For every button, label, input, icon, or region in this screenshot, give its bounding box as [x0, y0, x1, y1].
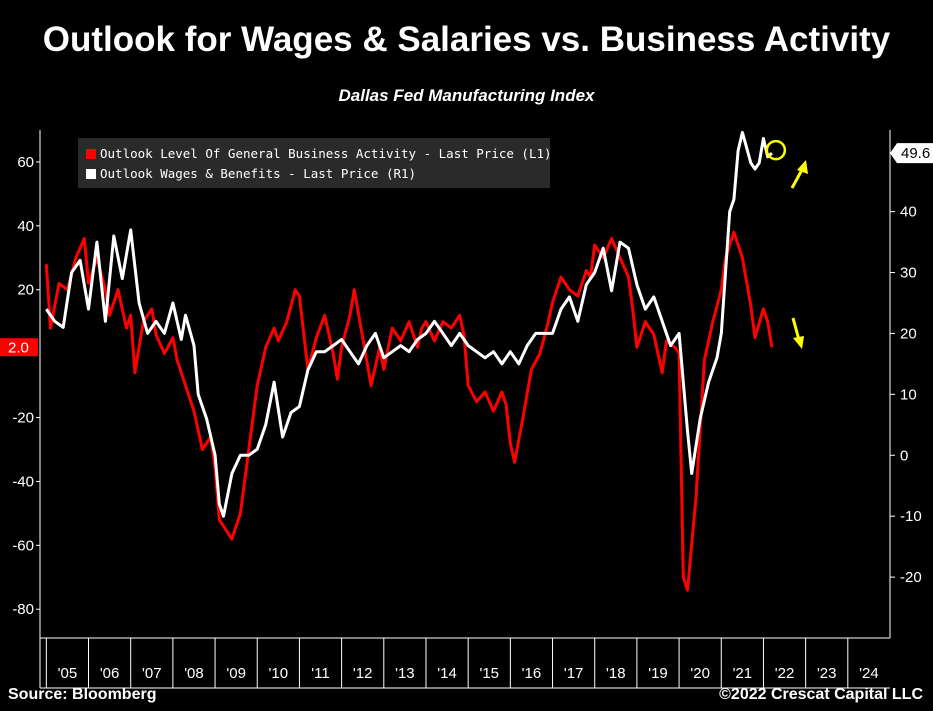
down-arrow-shaft [791, 317, 801, 341]
right-tick-label: 0 [900, 447, 908, 464]
x-tick-label: '05 [58, 665, 78, 682]
right-tick-label: 20 [900, 325, 917, 342]
right-tick-label: 40 [900, 204, 917, 221]
x-tick-label: '17 [564, 665, 584, 682]
chart-title: Outlook for Wages & Salaries vs. Busines… [42, 20, 891, 59]
right-tick-label: 30 [900, 265, 917, 282]
legend-label-business-activity: Outlook Level Of General Business Activi… [100, 146, 552, 161]
highlight-circle [765, 139, 787, 161]
wages-last-value-tag [890, 143, 933, 164]
right-tick-label: -20 [900, 569, 922, 586]
business-activity-last-value: 2.0 [8, 339, 29, 356]
left-tick-label: 40 [17, 218, 34, 235]
down-arrow-head [793, 336, 804, 349]
left-tick-label: 20 [17, 282, 34, 299]
left-tick-label: -40 [12, 473, 34, 490]
legend-label-wages: Outlook Wages & Benefits - Last Price (R… [100, 166, 416, 181]
legend-box [78, 138, 550, 188]
wages-last-value: 49.6 [901, 145, 930, 162]
x-tick-label: '23 [817, 665, 837, 682]
x-tick-label: '22 [775, 665, 795, 682]
left-tick-label: -60 [12, 537, 34, 554]
business-activity-last-value-tag [0, 338, 38, 357]
x-tick-label: '09 [226, 665, 246, 682]
x-tick-label: '20 [690, 665, 710, 682]
legend-swatch-wages [86, 169, 96, 179]
x-tick-label: '07 [142, 665, 162, 682]
up-arrow-head [797, 160, 808, 174]
chart-subtitle: Dallas Fed Manufacturing Index [338, 86, 595, 105]
legend-swatch-business-activity [86, 149, 96, 159]
x-tick-label: '24 [859, 665, 879, 682]
x-tick-label: '08 [184, 665, 204, 682]
business-activity-line [44, 230, 774, 592]
x-tick-label: '18 [606, 665, 626, 682]
x-tick-label: '19 [648, 665, 668, 682]
x-tick-label: '15 [479, 665, 499, 682]
x-tick-label: '21 [733, 665, 753, 682]
wages-benefits-line [45, 130, 773, 518]
left-tick-label: -20 [12, 410, 34, 427]
x-tick-label: '16 [522, 665, 542, 682]
x-tick-label: '14 [437, 665, 457, 682]
x-tick-label: '11 [311, 665, 329, 682]
left-tick-label: -80 [12, 601, 34, 618]
x-tick-label: '10 [269, 665, 289, 682]
right-tick-label: 10 [900, 386, 917, 403]
copyright-note: ©2022 Crescat Capital LLC [719, 686, 923, 703]
right-tick-label: -10 [900, 508, 922, 525]
source-note: Source: Bloomberg [8, 686, 157, 703]
left-tick-label: 60 [17, 154, 34, 171]
x-tick-label: '06 [100, 665, 120, 682]
x-tick-label: '12 [353, 665, 373, 682]
x-tick-label: '13 [395, 665, 415, 682]
